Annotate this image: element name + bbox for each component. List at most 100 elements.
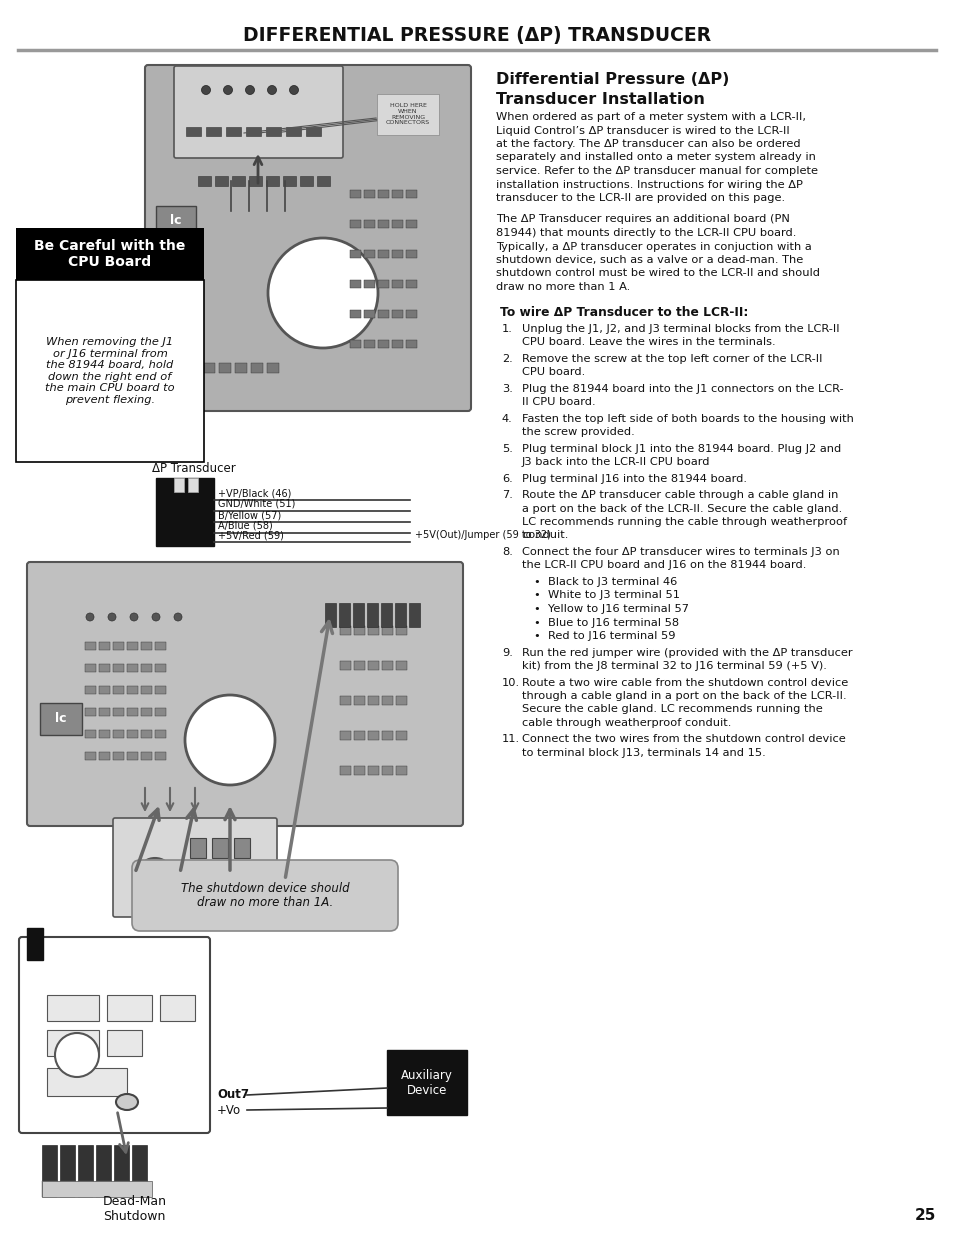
Bar (186, 127, 201, 136)
Bar (368, 731, 378, 740)
Bar (85, 708, 96, 716)
Circle shape (201, 85, 211, 95)
Bar (127, 730, 138, 739)
Bar (364, 249, 375, 258)
Bar (325, 603, 335, 627)
Bar (107, 995, 152, 1021)
Bar (354, 697, 365, 705)
Text: Plug terminal J16 into the 81944 board.: Plug terminal J16 into the 81944 board. (521, 473, 746, 483)
Text: 11.: 11. (501, 735, 519, 745)
Bar (339, 697, 351, 705)
Bar (350, 280, 360, 288)
Text: to terminal block J13, terminals 14 and 15.: to terminal block J13, terminals 14 and … (521, 748, 765, 758)
Text: Secure the cable gland. LC recommends running the: Secure the cable gland. LC recommends ru… (521, 704, 821, 715)
Text: through a cable gland in a port on the back of the LCR-II.: through a cable gland in a port on the b… (521, 692, 845, 701)
Text: Typically, a ΔP transducer operates in conjuction with a: Typically, a ΔP transducer operates in c… (496, 242, 811, 252)
Bar (316, 177, 330, 186)
Text: Transducer Installation: Transducer Installation (496, 91, 704, 107)
Bar (132, 1145, 147, 1181)
Bar (377, 220, 389, 228)
Text: When ordered as part of a meter system with a LCR-II,: When ordered as part of a meter system w… (496, 112, 805, 122)
Bar (173, 478, 184, 492)
FancyBboxPatch shape (173, 65, 343, 158)
Bar (350, 310, 360, 317)
Bar (339, 661, 351, 671)
Bar (99, 642, 110, 650)
Text: B/Yellow (57): B/Yellow (57) (218, 510, 281, 520)
Bar (47, 1030, 99, 1056)
Text: at the factory. The ΔP transducer can also be ordered: at the factory. The ΔP transducer can al… (496, 140, 800, 149)
Bar (99, 752, 110, 760)
Text: •  Black to J3 terminal 46: • Black to J3 terminal 46 (534, 577, 677, 587)
Bar (266, 127, 281, 136)
Bar (85, 685, 96, 694)
Text: The ΔP Transducer requires an additional board (PN: The ΔP Transducer requires an additional… (496, 215, 789, 225)
Bar (160, 995, 194, 1021)
Bar (409, 603, 419, 627)
Bar (78, 1181, 92, 1197)
Circle shape (289, 85, 298, 95)
Bar (47, 995, 99, 1021)
Bar (392, 220, 402, 228)
Text: Route the ΔP transducer cable through a cable gland in: Route the ΔP transducer cable through a … (521, 490, 838, 500)
Bar (350, 190, 360, 198)
Bar (364, 280, 375, 288)
Bar (395, 731, 407, 740)
Bar (141, 708, 152, 716)
Bar (85, 642, 96, 650)
Text: +Vo: +Vo (216, 1104, 241, 1116)
Bar (406, 280, 416, 288)
Text: a port on the back of the LCR-II. Secure the cable gland.: a port on the back of the LCR-II. Secure… (521, 504, 841, 514)
Bar (377, 340, 389, 348)
Text: Connect the four ΔP transducer wires to terminals J3 on: Connect the four ΔP transducer wires to … (521, 547, 839, 557)
Text: cable through weatherproof conduit.: cable through weatherproof conduit. (521, 718, 731, 727)
Bar (364, 310, 375, 317)
Bar (154, 752, 166, 760)
Bar (112, 752, 124, 760)
Text: Remove the screw at the top left corner of the LCR-II: Remove the screw at the top left corner … (521, 353, 821, 363)
Bar (141, 685, 152, 694)
Bar (249, 177, 262, 186)
FancyBboxPatch shape (145, 65, 471, 411)
Bar (214, 177, 228, 186)
Bar (188, 478, 198, 492)
Bar (395, 661, 407, 671)
Bar (350, 340, 360, 348)
Text: transducer to the LCR-II are provided on this page.: transducer to the LCR-II are provided on… (496, 193, 784, 203)
Bar (203, 363, 214, 373)
Bar (367, 603, 377, 627)
Text: •  Blue to J16 terminal 58: • Blue to J16 terminal 58 (534, 618, 679, 627)
Circle shape (152, 613, 160, 621)
Text: To wire ΔP Transducer to the LCR-II:: To wire ΔP Transducer to the LCR-II: (499, 305, 747, 319)
Bar (286, 127, 301, 136)
Text: 1.: 1. (501, 324, 513, 333)
Bar (267, 363, 278, 373)
Bar (395, 766, 407, 776)
Text: Route a two wire cable from the shutdown control device: Route a two wire cable from the shutdown… (521, 678, 847, 688)
Text: service. Refer to the ΔP transducer manual for complete: service. Refer to the ΔP transducer manu… (496, 165, 817, 177)
Bar (112, 664, 124, 672)
Bar (40, 703, 82, 735)
Text: 4.: 4. (501, 414, 512, 424)
Bar (338, 603, 350, 627)
Text: 7.: 7. (501, 490, 513, 500)
Bar (380, 603, 392, 627)
Circle shape (185, 695, 274, 785)
Text: +5V(Out)/Jumper (59 to 32): +5V(Out)/Jumper (59 to 32) (415, 530, 550, 540)
Bar (350, 249, 360, 258)
Text: Differential Pressure (ΔP): Differential Pressure (ΔP) (496, 72, 729, 86)
Text: Auxiliary
Device: Auxiliary Device (400, 1068, 453, 1097)
Bar (339, 731, 351, 740)
Circle shape (55, 1032, 99, 1077)
Text: Out7: Out7 (216, 1088, 249, 1102)
Bar (364, 220, 375, 228)
Text: draw no more than 1 A.: draw no more than 1 A. (496, 282, 630, 291)
Bar (368, 626, 378, 635)
FancyBboxPatch shape (132, 860, 397, 931)
Bar (339, 766, 351, 776)
Bar (99, 708, 110, 716)
Bar (354, 661, 365, 671)
Bar (392, 249, 402, 258)
Circle shape (86, 613, 94, 621)
Text: 6.: 6. (501, 473, 512, 483)
